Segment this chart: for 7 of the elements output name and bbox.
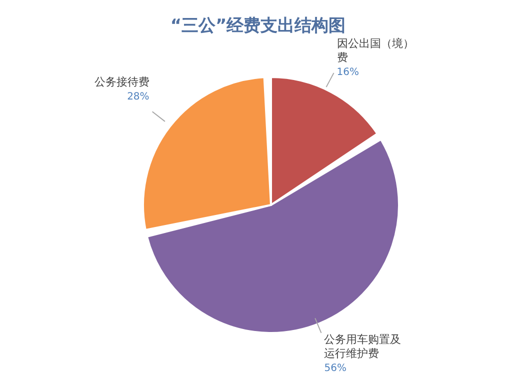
data-label: 16%	[336, 66, 360, 78]
data-label: 28%	[127, 92, 150, 103]
data-label: 56%	[324, 362, 346, 374]
slice-label: 公务用车购置及运行维护费	[324, 332, 402, 360]
slice-label: 因公出国（境）费	[336, 36, 414, 64]
chart-title: “三公”经费支出结构图	[169, 15, 347, 37]
slice-label: 公务接待费	[94, 76, 150, 89]
